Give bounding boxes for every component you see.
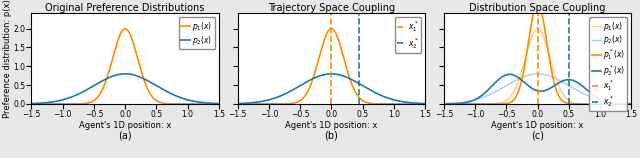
- $x_2^*$: [565, 65, 573, 67]
- $p_2^*(x)$: [623, 103, 631, 105]
- X-axis label: Agent's 1D position: x: Agent's 1D position: x: [79, 121, 172, 130]
- Text: (b): (b): [324, 130, 339, 140]
- $p_2(x)$: [534, 73, 541, 75]
- $p_1(x)$: [534, 28, 541, 30]
- $p_1(x)$: [269, 103, 276, 105]
- $p_2(x)$: [529, 73, 537, 75]
- Title: Distribution Space Coupling: Distribution Space Coupling: [469, 3, 606, 13]
- $p_2(x)$: [117, 73, 125, 75]
- X-axis label: Agent's 1D position: x: Agent's 1D position: x: [492, 121, 584, 130]
- $p_1^*(x)$: [394, 103, 401, 105]
- X-axis label: Agent's 1D position: x: Agent's 1D position: x: [285, 121, 378, 130]
- $x_1^*$: [534, 103, 541, 105]
- Line: $p_1(x)$: $p_1(x)$: [381, 29, 640, 104]
- Line: $p_2(x)$: $p_2(x)$: [0, 74, 282, 104]
- $p_2^*(x)$: [394, 103, 401, 105]
- $x_1^*$: [534, 65, 541, 67]
- $p_1(x)$: [121, 28, 129, 30]
- Legend: $p_1(x)$, $p_2(x)$, $p_1^*(x)$, $p_2^*(x)$, $x_1^*$, $x_2^*$: $p_1(x)$, $p_2(x)$, $p_1^*(x)$, $p_2^*(x…: [589, 17, 627, 111]
- $p_1(x)$: [623, 103, 631, 105]
- Legend: $x_1^*$, $x_2^*$: $x_1^*$, $x_2^*$: [394, 17, 421, 53]
- $p_1(x)$: [211, 103, 219, 105]
- $p_1(x)$: [378, 103, 385, 105]
- $p_1^*(x)$: [529, 13, 537, 15]
- $p_1(x)$: [117, 32, 125, 34]
- $p_2(x)$: [268, 103, 276, 105]
- $p_2(x)$: [278, 103, 285, 105]
- $p_2(x)$: [521, 75, 529, 77]
- $p_1(x)$: [268, 103, 276, 105]
- $p_1^*(x)$: [521, 62, 529, 64]
- $p_2(x)$: [623, 103, 631, 104]
- $p_1(x)$: [394, 103, 401, 105]
- $p_2(x)$: [394, 103, 401, 105]
- Title: Original Preference Distributions: Original Preference Distributions: [45, 3, 205, 13]
- $p_2^*(x)$: [530, 88, 538, 90]
- Line: $p_2(x)$: $p_2(x)$: [381, 74, 640, 104]
- $p_2(x)$: [378, 103, 385, 105]
- $p_2(x)$: [121, 73, 129, 75]
- $p_2^*(x)$: [522, 82, 529, 84]
- $p_1^*(x)$: [623, 103, 631, 105]
- $p_2^*(x)$: [506, 73, 513, 75]
- $p_2(x)$: [109, 75, 116, 77]
- Text: (c): (c): [531, 130, 544, 140]
- $p_1(x)$: [521, 58, 529, 60]
- $p_2^*(x)$: [378, 103, 385, 105]
- Y-axis label: Preference distribution: p(x): Preference distribution: p(x): [3, 0, 12, 118]
- $x_2^*$: [565, 103, 573, 105]
- $p_1^*(x)$: [378, 103, 385, 105]
- Line: $p_1^*(x)$: $p_1^*(x)$: [381, 4, 640, 104]
- Line: $p_2^*(x)$: $p_2^*(x)$: [381, 74, 640, 104]
- $p_1(x)$: [529, 32, 537, 34]
- $p_2(x)$: [211, 103, 219, 104]
- Text: (a): (a): [118, 130, 132, 140]
- $p_1^*(x)$: [534, 3, 541, 5]
- $p_1(x)$: [278, 103, 285, 105]
- $p_1(x)$: [109, 58, 116, 60]
- Legend: $p_1(x)$, $p_2(x)$: $p_1(x)$, $p_2(x)$: [179, 17, 215, 49]
- $p_2(x)$: [269, 103, 276, 105]
- Title: Trajectory Space Coupling: Trajectory Space Coupling: [268, 3, 395, 13]
- Line: $p_1(x)$: $p_1(x)$: [0, 29, 282, 104]
